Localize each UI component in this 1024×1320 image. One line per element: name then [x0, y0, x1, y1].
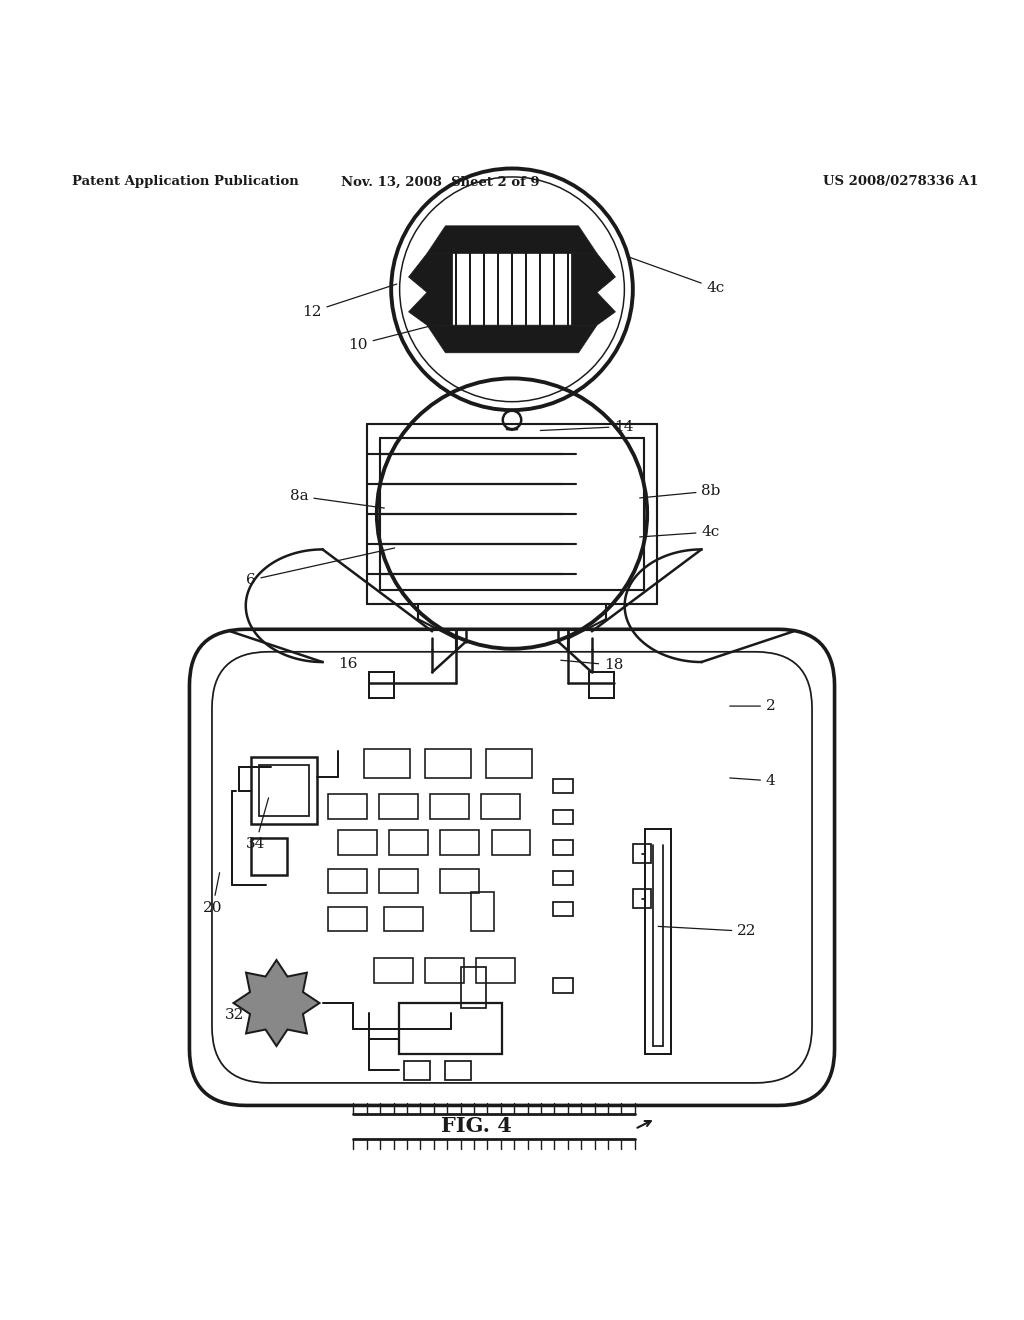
Bar: [553, 841, 573, 854]
Polygon shape: [427, 226, 597, 253]
Bar: [338, 830, 377, 854]
Bar: [364, 748, 410, 777]
Bar: [384, 907, 423, 932]
Bar: [553, 978, 573, 993]
Text: 18: 18: [561, 659, 624, 672]
Bar: [476, 958, 515, 982]
Text: 20: 20: [203, 873, 222, 915]
Bar: [589, 672, 614, 698]
Bar: [553, 902, 573, 916]
Text: 4c: 4c: [640, 525, 720, 539]
Bar: [645, 829, 671, 1055]
Bar: [425, 748, 471, 777]
Bar: [461, 968, 486, 1008]
Text: 10: 10: [348, 323, 442, 351]
Bar: [633, 890, 651, 908]
Bar: [259, 766, 309, 816]
Text: 12: 12: [302, 284, 396, 319]
Bar: [251, 758, 317, 824]
Polygon shape: [571, 253, 615, 325]
Text: 32: 32: [225, 999, 252, 1022]
Polygon shape: [409, 253, 453, 325]
Bar: [425, 958, 464, 982]
Text: 34: 34: [246, 797, 268, 851]
Bar: [369, 672, 394, 698]
Polygon shape: [427, 325, 597, 352]
Bar: [399, 1003, 502, 1055]
Bar: [486, 748, 532, 777]
Bar: [404, 1061, 430, 1080]
Text: 4c: 4c: [628, 256, 725, 296]
Text: US 2008/0278336 A1: US 2008/0278336 A1: [823, 176, 979, 189]
Text: FIG. 4: FIG. 4: [440, 1115, 512, 1137]
Bar: [492, 830, 530, 854]
Bar: [328, 907, 367, 932]
Text: Nov. 13, 2008  Sheet 2 of 9: Nov. 13, 2008 Sheet 2 of 9: [341, 176, 540, 189]
Bar: [553, 779, 573, 793]
Text: 14: 14: [541, 420, 634, 433]
Bar: [440, 830, 479, 854]
Bar: [328, 795, 367, 818]
Bar: [374, 958, 413, 982]
Text: 6: 6: [246, 548, 394, 587]
Bar: [481, 795, 520, 818]
Bar: [251, 838, 288, 875]
Bar: [379, 869, 418, 894]
Bar: [471, 892, 494, 932]
Text: 16: 16: [338, 657, 357, 671]
Bar: [389, 830, 428, 854]
Bar: [440, 869, 479, 894]
Bar: [328, 869, 367, 894]
Text: 8a: 8a: [290, 490, 384, 508]
Text: 4: 4: [730, 774, 776, 788]
Text: 8b: 8b: [640, 484, 721, 498]
Text: 2: 2: [730, 700, 776, 713]
Bar: [553, 871, 573, 886]
Polygon shape: [233, 960, 319, 1045]
Bar: [633, 845, 651, 863]
Text: 22: 22: [658, 924, 757, 939]
Text: Patent Application Publication: Patent Application Publication: [72, 176, 298, 189]
Bar: [430, 795, 469, 818]
Bar: [553, 809, 573, 824]
Bar: [445, 1061, 471, 1080]
Bar: [379, 795, 418, 818]
